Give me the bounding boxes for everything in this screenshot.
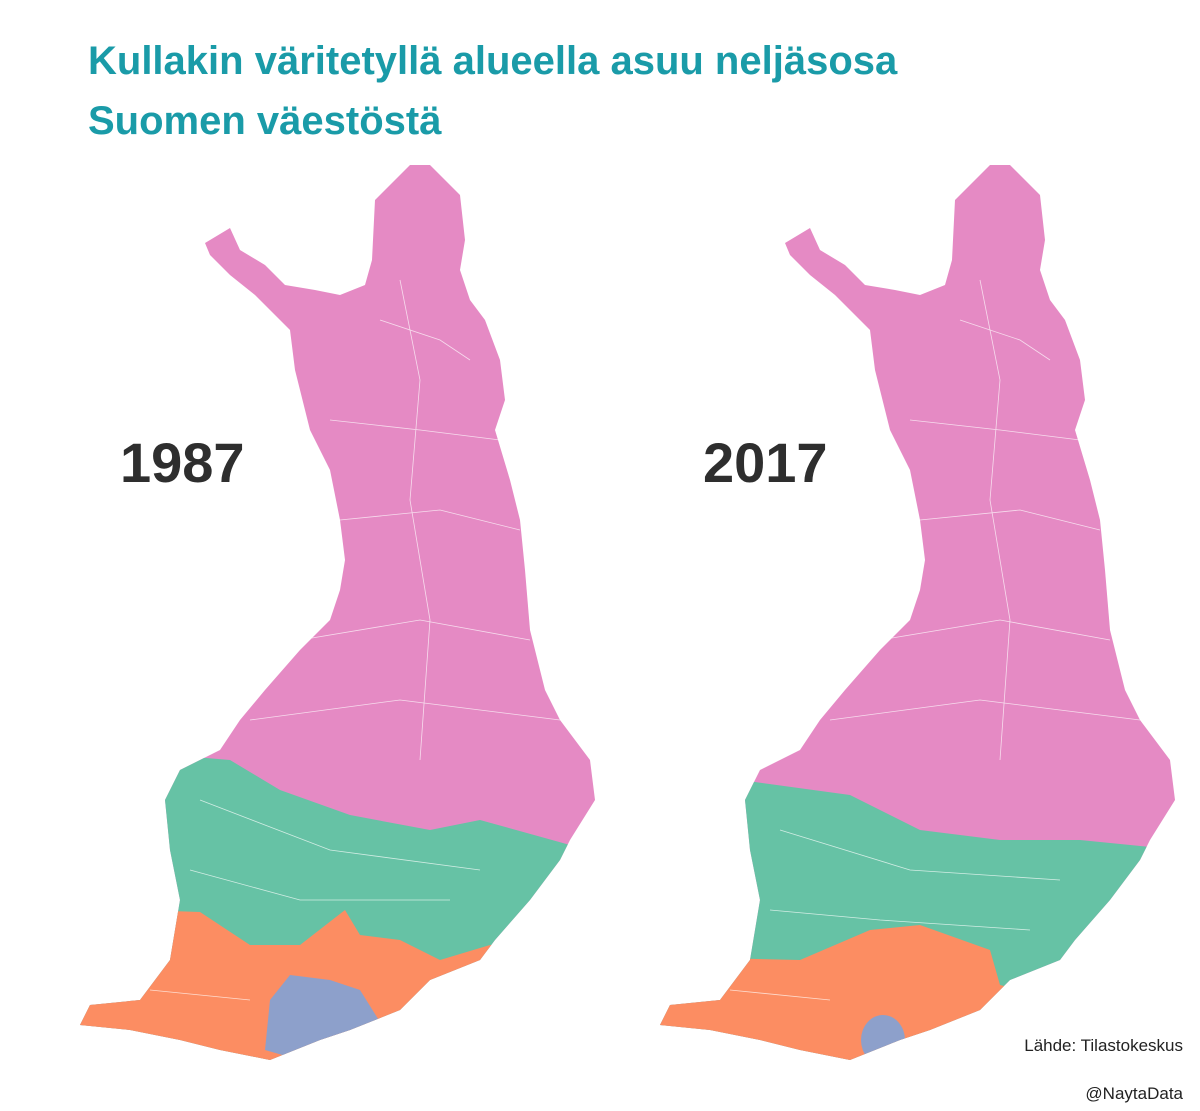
map-2017: 2017: [660, 165, 1175, 1060]
borders: [729, 279, 1141, 1001]
borders: [149, 279, 561, 1001]
title-line: Suomen väestöstä: [88, 99, 442, 143]
source: Lähde: Tilastokeskus: [1024, 1036, 1183, 1055]
map-label: 2017: [703, 431, 828, 494]
credit: @NaytaData: [1085, 1084, 1183, 1103]
map-1987: 1987: [80, 165, 595, 1060]
map-label: 1987: [120, 431, 245, 494]
region-blue: [861, 1015, 905, 1060]
title-line: Kullakin väritetyllä alueella asuu neljä…: [88, 39, 898, 83]
